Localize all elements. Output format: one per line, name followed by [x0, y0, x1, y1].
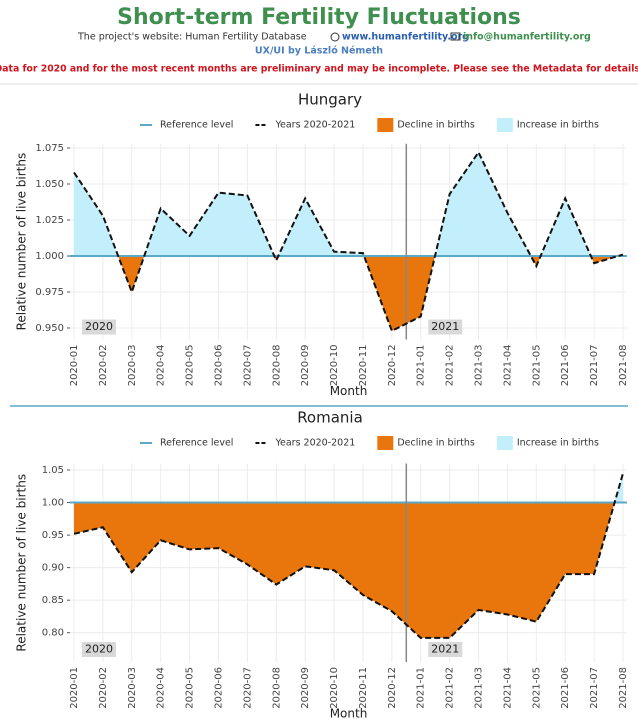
x-tick-label: 2020-03 [127, 345, 138, 387]
x-tick-label: 2020-06 [213, 345, 224, 387]
globe-icon [330, 32, 340, 42]
legend-swatch [377, 118, 394, 132]
x-tick-label: 2020-11 [358, 345, 369, 387]
chart-title: Hungary [298, 91, 362, 109]
x-tick-label: 2021-02 [445, 667, 456, 709]
x-tick-label: 2020-09 [300, 345, 311, 387]
legend-label: Increase in births [517, 438, 599, 449]
legend-label: Decline in births [397, 120, 475, 131]
x-tick-label: 2021-08 [618, 667, 629, 709]
x-tick-label: 2020-12 [387, 345, 398, 387]
x-tick-label: 2021-04 [502, 667, 513, 709]
annotation-box [82, 642, 116, 657]
x-tick-label: 2020-11 [358, 667, 369, 709]
x-tick-label: 2021-01 [416, 345, 427, 387]
x-tick-label: 2021-05 [531, 667, 542, 709]
x-tick-label: 2021-05 [531, 345, 542, 387]
annotation-box [82, 319, 116, 335]
x-tick-label: 2020-10 [329, 345, 340, 387]
x-tick-label: 2021-03 [474, 667, 485, 709]
annotation: 2021 [431, 643, 459, 656]
data-line [73, 150, 624, 333]
legend-label: Decline in births [397, 438, 475, 449]
y-tick-label: 1.05 [42, 465, 64, 476]
x-tick-label: 2021-07 [589, 345, 600, 387]
y-tick-label: 1.050 [35, 179, 64, 190]
x-tick-label: 2021-01 [416, 667, 427, 709]
x-tick-label: 2020-08 [271, 345, 282, 387]
legend-label: Increase in births [517, 120, 599, 131]
data-line [73, 472, 624, 639]
x-tick-label: 2020-05 [185, 667, 196, 709]
x-tick-label: 2020-01 [69, 345, 80, 387]
y-axis-title: Relative number of live births [15, 153, 29, 331]
x-tick-label: 2021-07 [589, 667, 600, 709]
x-tick-label: 2021-06 [560, 667, 571, 709]
chart-title: Romania [297, 409, 363, 427]
x-tick-label: 2020-04 [156, 345, 167, 387]
x-tick-label: 2020-12 [387, 667, 398, 709]
credit: UX/UI by László Németh [255, 46, 383, 57]
y-tick-label: 0.90 [42, 563, 64, 574]
x-tick-label: 2021-02 [445, 345, 456, 387]
y-tick-label: 1.000 [35, 251, 64, 262]
y-tick-label: 1.025 [35, 215, 64, 226]
x-tick-label: 2020-03 [127, 667, 138, 709]
mail-icon [450, 32, 461, 41]
x-tick-label: 2020-09 [300, 667, 311, 709]
y-axis-title: Relative number of live births [15, 474, 29, 652]
x-tick-label: 2021-06 [560, 345, 571, 387]
legend-swatch [377, 436, 394, 450]
y-tick-label: 0.80 [42, 628, 64, 639]
x-tick-label: 2020-02 [98, 345, 109, 387]
page-title: Short-term Fertility Fluctuations [117, 5, 521, 30]
decline-area [74, 502, 615, 638]
x-tick-label: 2021-04 [502, 344, 513, 386]
annotation-box [428, 642, 463, 657]
legend-swatch [496, 436, 513, 450]
annotation-box [428, 319, 463, 335]
email-link[interactable]: info@humanfertility.org [463, 32, 591, 43]
increase-area [74, 152, 623, 256]
website-link[interactable]: www.humanfertility.org [342, 32, 469, 43]
annotation: 2021 [431, 320, 459, 333]
y-tick-label: 0.85 [42, 595, 64, 606]
x-tick-label: 2020-05 [185, 345, 196, 387]
legend-label: Years 2020-2021 [274, 438, 355, 449]
x-tick-label: 2020-06 [213, 667, 224, 709]
y-tick-label: 0.975 [35, 287, 64, 298]
legend-swatch [496, 118, 513, 132]
x-tick-label: 2020-10 [329, 667, 340, 709]
x-tick-label: 2020-07 [242, 345, 253, 387]
y-tick-label: 1.00 [42, 498, 64, 509]
legend-label: Reference level [160, 120, 233, 131]
x-axis-title: Month [330, 384, 368, 398]
x-tick-label: 2020-07 [242, 667, 253, 709]
y-tick-label: 1.075 [35, 143, 64, 154]
x-axis-title: Month [330, 707, 368, 719]
website-label: The project's website: Human Fertility D… [77, 32, 307, 43]
x-tick-label: 2020-01 [69, 667, 80, 709]
legend-label: Reference level [160, 438, 233, 449]
annotation: 2020 [85, 320, 113, 333]
x-tick-label: 2020-04 [156, 667, 167, 709]
x-tick-label: 2021-03 [474, 345, 485, 387]
annotation: 2020 [85, 643, 113, 656]
x-tick-label: 2020-02 [98, 667, 109, 709]
x-tick-label: 2021-08 [618, 345, 629, 387]
notice: Data for 2020 and for the most recent mo… [0, 64, 638, 75]
x-tick-label: 2020-08 [271, 667, 282, 709]
y-tick-label: 0.95 [42, 530, 64, 541]
y-tick-label: 0.950 [35, 323, 64, 334]
legend-label: Years 2020-2021 [274, 120, 355, 131]
